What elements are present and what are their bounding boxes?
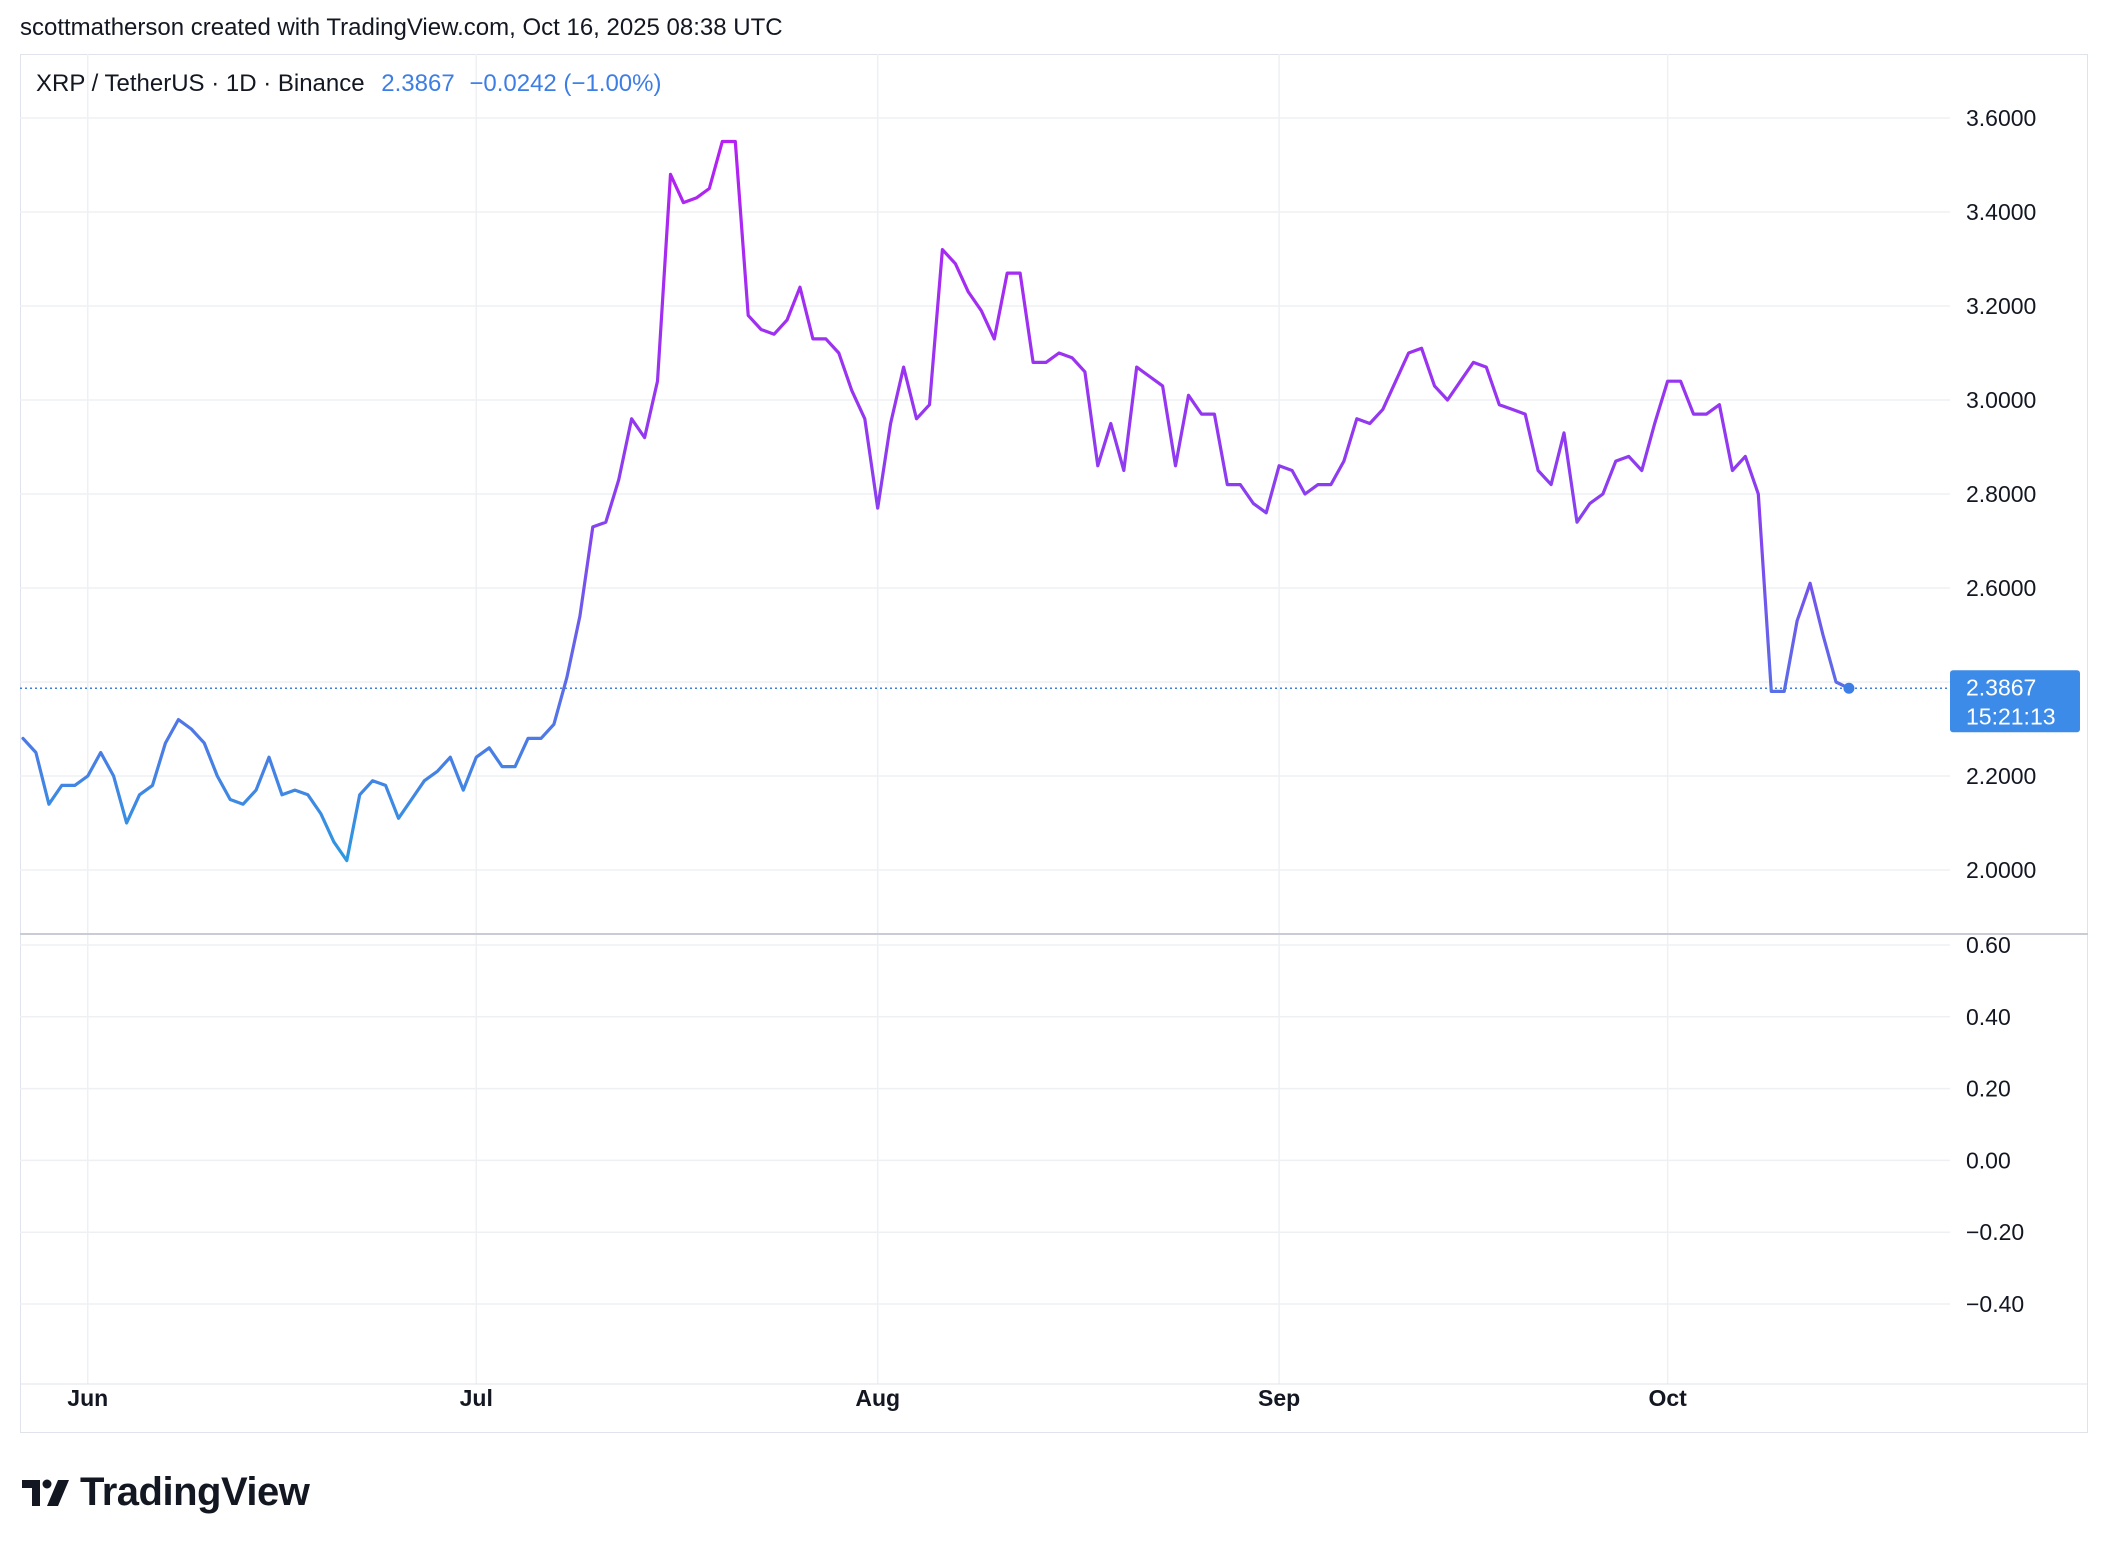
osc-y-tick-label: 0.00 — [1966, 1147, 2011, 1173]
axes: 3.6000 3.4000 3.2000 3.0000 2.8000 2.6000 2.20… — [67, 105, 2036, 1411]
symbol-name: XRP / TetherUS · 1D · Binance — [36, 70, 365, 97]
osc-y-tick-label: −0.40 — [1966, 1291, 2024, 1317]
x-tick-label: Jun — [67, 1385, 108, 1411]
price-tag-value: 2.3867 — [1966, 674, 2036, 700]
x-tick-label: Aug — [855, 1385, 900, 1411]
chart-attribution: scottmatherson created with TradingView.… — [20, 14, 783, 41]
osc-y-tick-label: 0.60 — [1966, 932, 2011, 958]
x-tick-label: Oct — [1648, 1385, 1687, 1411]
price-tag: 2.3867 15:21:13 — [1950, 670, 2080, 733]
y-tick-label: 2.0000 — [1966, 857, 2036, 883]
last-price-dot — [1843, 682, 1855, 694]
last-price: 2.3867 — [381, 70, 455, 97]
x-tick-label: Jul — [460, 1385, 493, 1411]
chart-border — [20, 54, 2088, 1433]
brand-name: TradingView — [80, 1470, 310, 1514]
chart-area[interactable]: 3.6000 3.4000 3.2000 3.0000 2.8000 2.6000 2.20… — [20, 54, 2088, 1434]
y-tick-label: 2.8000 — [1966, 481, 2036, 507]
symbol-legend: XRP / TetherUS · 1D · Binance 2.3867 −0.… — [36, 70, 661, 98]
tradingview-logo-icon — [22, 1479, 69, 1506]
tradingview-logo[interactable]: TradingView — [22, 1470, 310, 1515]
y-tick-label: 3.6000 — [1966, 105, 2036, 131]
price-change: −0.0242 (−1.00%) — [469, 70, 662, 97]
price-chart[interactable]: 3.6000 3.4000 3.2000 3.0000 2.8000 2.6000 2.20… — [20, 54, 2088, 1434]
y-tick-label: 3.2000 — [1966, 293, 2036, 319]
y-tick-label: 2.6000 — [1966, 575, 2036, 601]
osc-y-tick-label: 0.20 — [1966, 1076, 2011, 1102]
x-tick-label: Sep — [1258, 1385, 1300, 1411]
y-tick-label: 3.0000 — [1966, 387, 2036, 413]
osc-y-tick-label: −0.20 — [1966, 1219, 2024, 1245]
price-tag-box — [1950, 670, 2080, 733]
price-line — [21, 139, 1851, 863]
grid — [20, 54, 2088, 1433]
series-layer — [20, 139, 1950, 863]
price-tag-countdown: 15:21:13 — [1966, 703, 2056, 729]
osc-y-tick-label: 0.40 — [1966, 1004, 2011, 1030]
y-tick-label: 3.4000 — [1966, 199, 2036, 225]
y-tick-label: 2.2000 — [1966, 763, 2036, 789]
